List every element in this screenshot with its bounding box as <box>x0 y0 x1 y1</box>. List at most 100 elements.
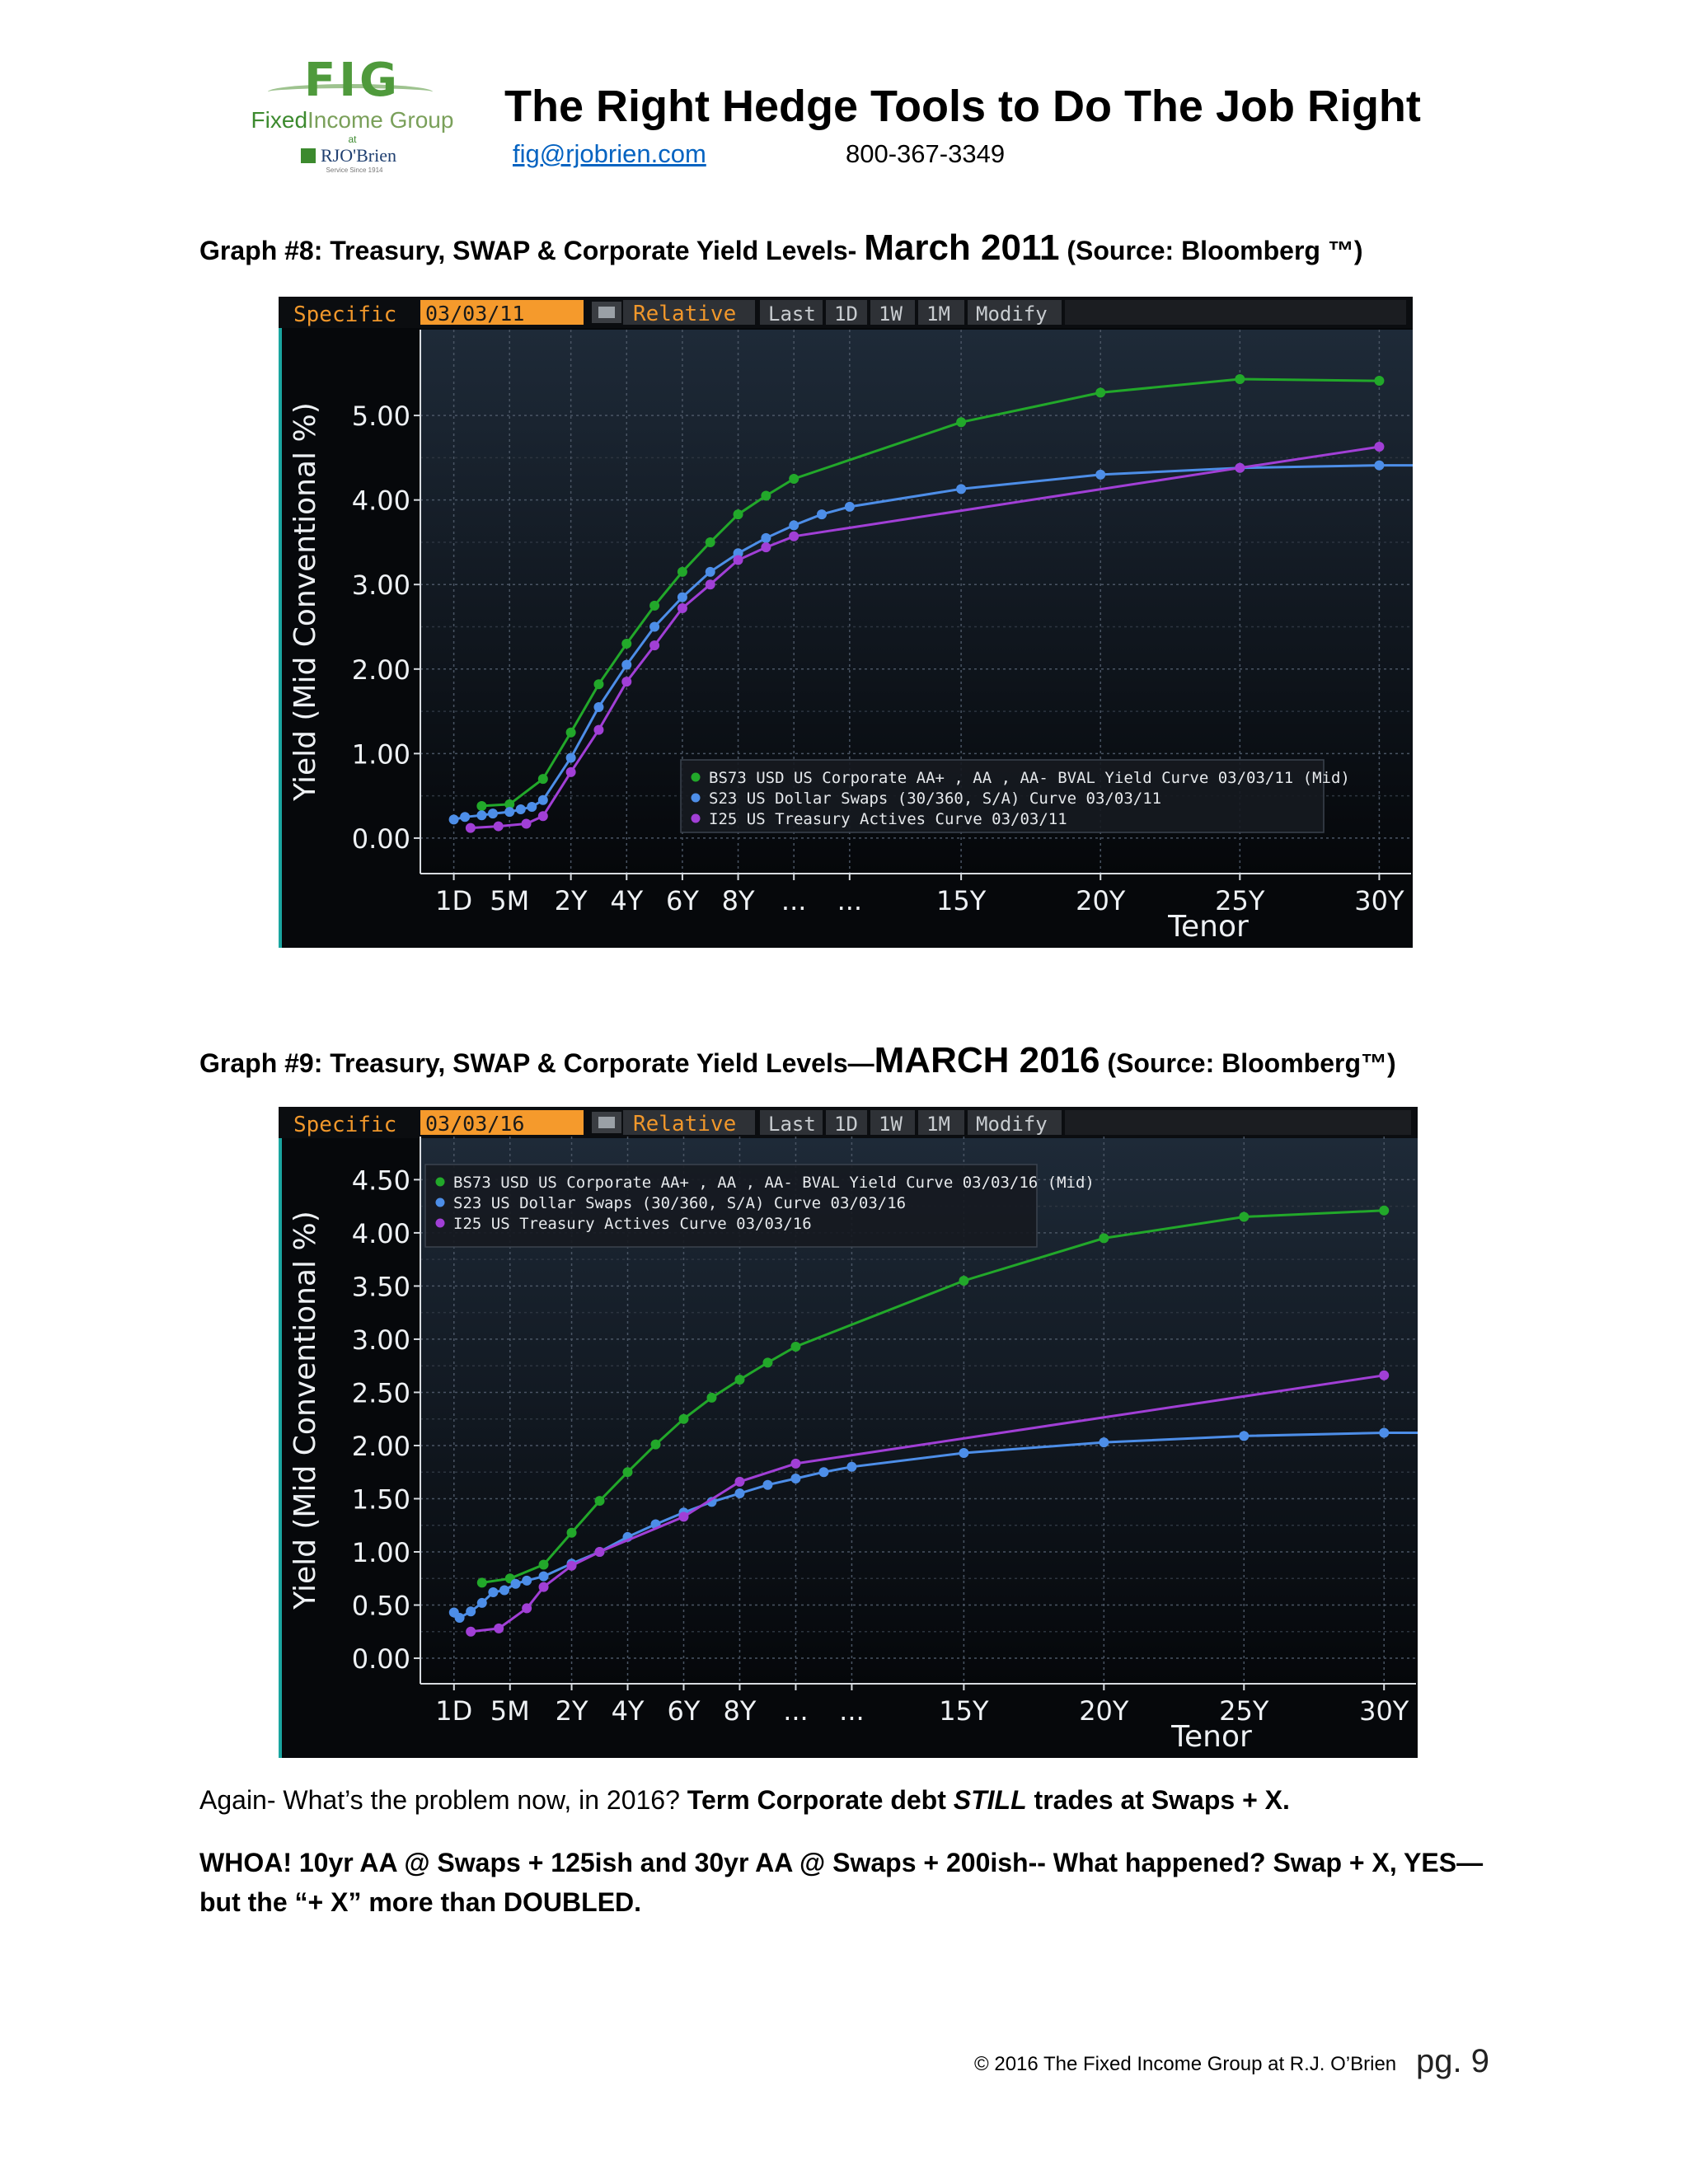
graph9-xtick-label-3: 4Y <box>612 1695 645 1727</box>
graph9-xtick-label-7: ... <box>839 1695 865 1727</box>
graph9-series-0-point <box>959 1275 969 1286</box>
graph8-series-0-point <box>761 490 771 501</box>
graph9-legend-box <box>424 1164 1038 1248</box>
graph8-toolbar-button-2 <box>870 300 915 325</box>
graph9-series-0-point <box>762 1357 773 1368</box>
graph8-series-1-point <box>705 566 715 577</box>
graph9-series-0-point <box>538 1559 549 1570</box>
graph9-toolbar-button-0 <box>760 1110 823 1135</box>
graph9-series-1-point <box>476 1597 487 1608</box>
graph9-series-1-point <box>734 1488 745 1499</box>
graph9-series-1-point <box>488 1587 499 1598</box>
graph9-series-1-point <box>959 1448 969 1458</box>
graph8-toolbar-specific: Specific <box>293 302 396 327</box>
graph8-series-1-point <box>487 808 498 819</box>
graph9-toolbar-button-4 <box>968 1110 1062 1135</box>
graph8-series-2-point <box>649 640 660 651</box>
graph9-series-1-point <box>538 1571 549 1582</box>
graph9-xtick-label-2: 2Y <box>556 1695 588 1727</box>
graph9-chart-svg: Specific 03/03/16 Relative Last 1D 1W 1M Modify… <box>279 1107 1418 1758</box>
graph8-series-1-point <box>537 794 548 805</box>
graph9-series-2-point <box>522 1603 532 1614</box>
graph8-series-0-point <box>593 679 604 690</box>
graph8-series-0-point <box>733 509 743 520</box>
graph8-series-0-point <box>705 537 715 547</box>
graph9-date-value: 03/03/16 <box>425 1112 524 1136</box>
graph8-xtick-label-11: 30Y <box>1354 885 1404 916</box>
page-title: The Right Hedge Tools to Do The Job Righ… <box>504 82 1421 131</box>
graph8-series-1-point <box>527 801 537 812</box>
graph9-series-1-point <box>454 1613 465 1623</box>
graph9-toolbar-button-label-2: 1W <box>879 1113 903 1136</box>
graph8-series-1-point <box>1374 460 1385 471</box>
graph9-series-1-point <box>522 1575 532 1586</box>
graph9-toolbar-button-label-0: Last <box>768 1113 816 1136</box>
graph9-series-0-point <box>1239 1212 1250 1222</box>
graph8-series-2-point <box>1374 442 1385 452</box>
graph8-legend-swatch-1 <box>691 793 701 803</box>
graph8-series-2-point <box>537 811 548 822</box>
graph8-caption: Graph #8: Treasury, SWAP & Corporate Yie… <box>199 226 1363 273</box>
graph8-toolbar-button-label-2: 1W <box>879 302 903 326</box>
graph8-series-1-point <box>565 752 576 763</box>
logo-abbr: FIG <box>303 54 401 107</box>
graph9-series-2-point <box>566 1560 577 1571</box>
graph9-caption-prefix: Graph #9: Treasury, SWAP & Corporate Yie… <box>199 1048 874 1078</box>
graph9-legend-swatch-0 <box>435 1177 445 1187</box>
page-number: pg. 9 <box>1416 2043 1489 2079</box>
graph8-series-2-point <box>565 766 576 777</box>
graph9-series-1-point <box>790 1473 801 1483</box>
graph8-caption-prefix: Graph #8: Treasury, SWAP & Corporate Yie… <box>199 236 865 265</box>
logo-swoosh <box>268 84 433 100</box>
footer-copyright: © 2016 The Fixed Income Group at R.J. O’… <box>974 2053 1397 2075</box>
graph8-xtick-label-3: 4Y <box>610 885 643 916</box>
graph9-series-2-point <box>594 1547 605 1557</box>
graph9-ytick-label-9: 4.50 <box>352 1165 410 1196</box>
graph9-date-field <box>420 1110 584 1135</box>
graph9-series-0-point <box>790 1341 801 1352</box>
graph9-series-2-point <box>678 1511 689 1522</box>
graph9-series-1-point <box>762 1479 773 1490</box>
logo-rj-text: RJO'Brien <box>321 145 396 166</box>
graph9-xtick-label-6: ... <box>783 1695 809 1727</box>
graph9-left-accent <box>279 1107 282 1758</box>
graph9-ytick-label-4: 2.00 <box>352 1431 410 1462</box>
phone-number: 800-367-3349 <box>846 139 1006 168</box>
graph8-toolbar-button-label-3: 1M <box>926 302 950 326</box>
graph8-series-1-point <box>621 659 632 670</box>
graph8-series-2-point <box>465 823 476 833</box>
rj-square-icon <box>301 148 316 163</box>
graph8-series-2-point <box>621 677 632 687</box>
graph8-legend-box <box>680 759 1325 833</box>
graph8-toolbar-button-4 <box>968 300 1062 325</box>
graph9-legend-label-1: S23 US Dollar Swaps (30/360, S/A) Curve … <box>453 1194 906 1212</box>
graph8-chart-svg: Specific 03/03/11 Relative Last 1D 1W 1M Modify… <box>279 297 1413 948</box>
graph8-series-2-point <box>521 818 532 829</box>
graph9-toolbar-button-label-1: 1D <box>834 1113 858 1136</box>
graph9-series-0-point <box>706 1392 717 1403</box>
graph8-series-0-point <box>956 417 967 428</box>
email-link[interactable]: fig@rjobrien.com <box>513 139 706 168</box>
graph8-calendar-icon-glyph <box>598 307 615 318</box>
graph9-series-0-point <box>566 1527 577 1538</box>
paragraph-problem-normal: Again- What’s the problem now, in 2016? <box>199 1785 687 1815</box>
graph8-series-1-point <box>593 701 604 712</box>
paragraph-problem-still: STILL <box>953 1785 1027 1815</box>
graph9-chart: Specific 03/03/16 Relative Last 1D 1W 1M Modify… <box>279 1107 1418 1758</box>
graph9-ytick-label-3: 1.50 <box>352 1483 410 1515</box>
graph9-xtick-label-8: 15Y <box>939 1695 989 1727</box>
graph9-series-0-point <box>650 1439 661 1450</box>
graph8-series-1-point <box>1095 469 1106 480</box>
graph9-ytick-label-5: 2.50 <box>352 1377 410 1408</box>
graph9-calendar-icon-glyph <box>598 1117 615 1128</box>
graph8-left-accent <box>279 297 282 948</box>
graph8-legend-swatch-0 <box>691 772 701 782</box>
graph8-date-field <box>420 300 584 325</box>
graph8-toolbar-button-0 <box>760 300 823 325</box>
graph9-ytick-label-1: 0.50 <box>352 1591 410 1622</box>
graph8-series-2-point <box>1235 462 1245 473</box>
graph8-series-1-point <box>733 548 743 559</box>
graph8-xtick-label-8: 15Y <box>936 885 987 916</box>
graph9-series-2-point <box>466 1626 476 1637</box>
graph8-ytick-label-3: 3.00 <box>352 569 410 601</box>
